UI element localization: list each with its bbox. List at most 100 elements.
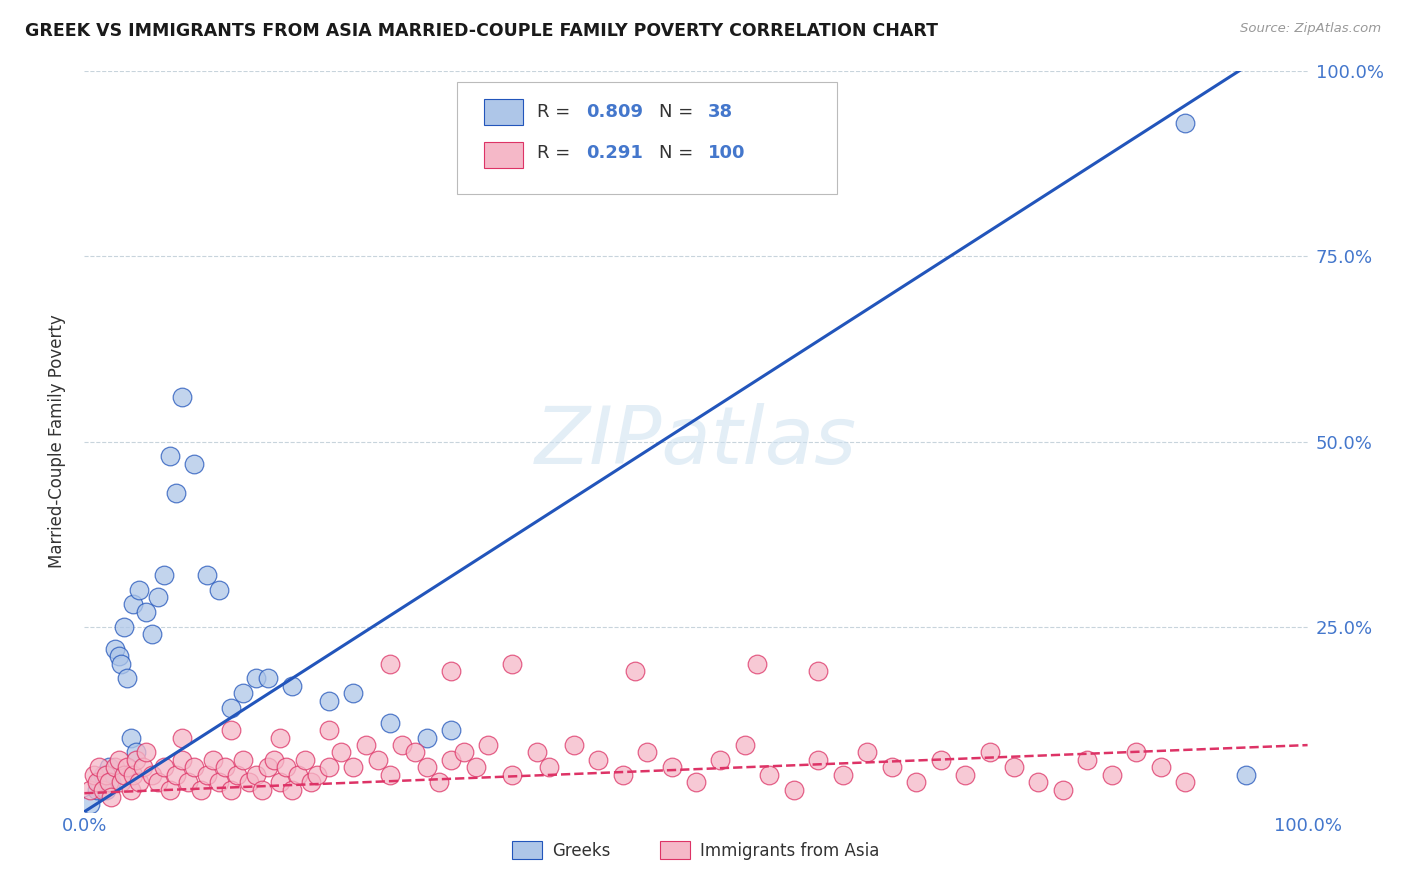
Point xyxy=(159,450,181,464)
Point xyxy=(1101,767,1123,781)
Point xyxy=(856,746,879,760)
Point xyxy=(661,760,683,774)
Y-axis label: Married-Couple Family Poverty: Married-Couple Family Poverty xyxy=(48,315,66,568)
Point xyxy=(232,686,254,700)
Point xyxy=(747,657,769,671)
Point xyxy=(281,679,304,693)
Point xyxy=(97,760,120,774)
Point xyxy=(110,775,132,789)
Point xyxy=(153,760,176,774)
Point xyxy=(125,753,148,767)
Point xyxy=(526,746,548,760)
Point xyxy=(172,731,194,745)
Point xyxy=(100,789,122,804)
Point xyxy=(586,753,609,767)
Point xyxy=(172,390,194,404)
Text: ZIPatlas: ZIPatlas xyxy=(534,402,858,481)
Point xyxy=(250,782,273,797)
Point xyxy=(115,672,138,686)
Point xyxy=(128,775,150,789)
Point xyxy=(685,775,707,789)
Point xyxy=(1174,775,1197,789)
Point xyxy=(232,753,254,767)
Point xyxy=(86,782,108,797)
Point xyxy=(1028,775,1050,789)
Point xyxy=(87,760,110,774)
FancyBboxPatch shape xyxy=(484,100,523,126)
Point xyxy=(380,715,402,730)
Point xyxy=(128,582,150,597)
Point xyxy=(709,753,731,767)
Point xyxy=(132,760,155,774)
Point xyxy=(416,731,439,745)
Point xyxy=(159,782,181,797)
Point xyxy=(91,767,114,781)
Point xyxy=(214,760,236,774)
Point xyxy=(208,775,231,789)
Point xyxy=(104,641,127,656)
Point xyxy=(269,775,291,789)
Point xyxy=(440,723,463,738)
Point xyxy=(79,782,101,797)
Point xyxy=(380,767,402,781)
Point xyxy=(226,767,249,781)
Point xyxy=(257,672,280,686)
Point xyxy=(83,767,105,781)
Point xyxy=(440,664,463,678)
Point xyxy=(172,753,194,767)
Point xyxy=(96,767,118,781)
Point xyxy=(1052,782,1074,797)
Point xyxy=(427,775,450,789)
Point xyxy=(380,657,402,671)
Point xyxy=(257,760,280,774)
Point xyxy=(367,753,389,767)
Point xyxy=(464,760,486,774)
Point xyxy=(107,753,129,767)
Point xyxy=(1174,116,1197,130)
Point xyxy=(612,767,634,781)
Text: GREEK VS IMMIGRANTS FROM ASIA MARRIED-COUPLE FAMILY POVERTY CORRELATION CHART: GREEK VS IMMIGRANTS FROM ASIA MARRIED-CO… xyxy=(25,22,938,40)
Point xyxy=(219,723,242,738)
Point xyxy=(624,664,647,678)
Point xyxy=(318,694,340,708)
Point xyxy=(201,753,224,767)
Point xyxy=(120,731,142,745)
Point xyxy=(79,797,101,812)
Point xyxy=(318,760,340,774)
Point xyxy=(122,598,145,612)
Point xyxy=(404,746,426,760)
Point xyxy=(953,767,976,781)
Point xyxy=(287,767,309,781)
Point xyxy=(135,746,157,760)
Point xyxy=(122,767,145,781)
Point xyxy=(1076,753,1098,767)
Point xyxy=(538,760,561,774)
Point xyxy=(391,738,413,752)
Point xyxy=(929,753,952,767)
Point xyxy=(1150,760,1173,774)
Point xyxy=(87,775,110,789)
Point xyxy=(905,775,928,789)
Text: R =: R = xyxy=(537,144,576,161)
Point xyxy=(758,767,780,781)
Point xyxy=(807,753,830,767)
Point xyxy=(115,760,138,774)
Point xyxy=(342,686,364,700)
Point xyxy=(276,760,298,774)
Point xyxy=(1236,767,1258,781)
Point xyxy=(299,775,322,789)
Point xyxy=(112,619,135,633)
Point xyxy=(831,767,853,781)
Point xyxy=(245,672,267,686)
Point xyxy=(305,767,328,781)
Text: R =: R = xyxy=(537,103,576,121)
Text: 0.809: 0.809 xyxy=(586,103,643,121)
Text: 0.291: 0.291 xyxy=(586,144,643,161)
Point xyxy=(1125,746,1147,760)
Point xyxy=(238,775,260,789)
Point xyxy=(416,760,439,774)
Point xyxy=(97,775,120,789)
Text: 100: 100 xyxy=(709,144,745,161)
Point xyxy=(263,753,285,767)
Point xyxy=(135,605,157,619)
